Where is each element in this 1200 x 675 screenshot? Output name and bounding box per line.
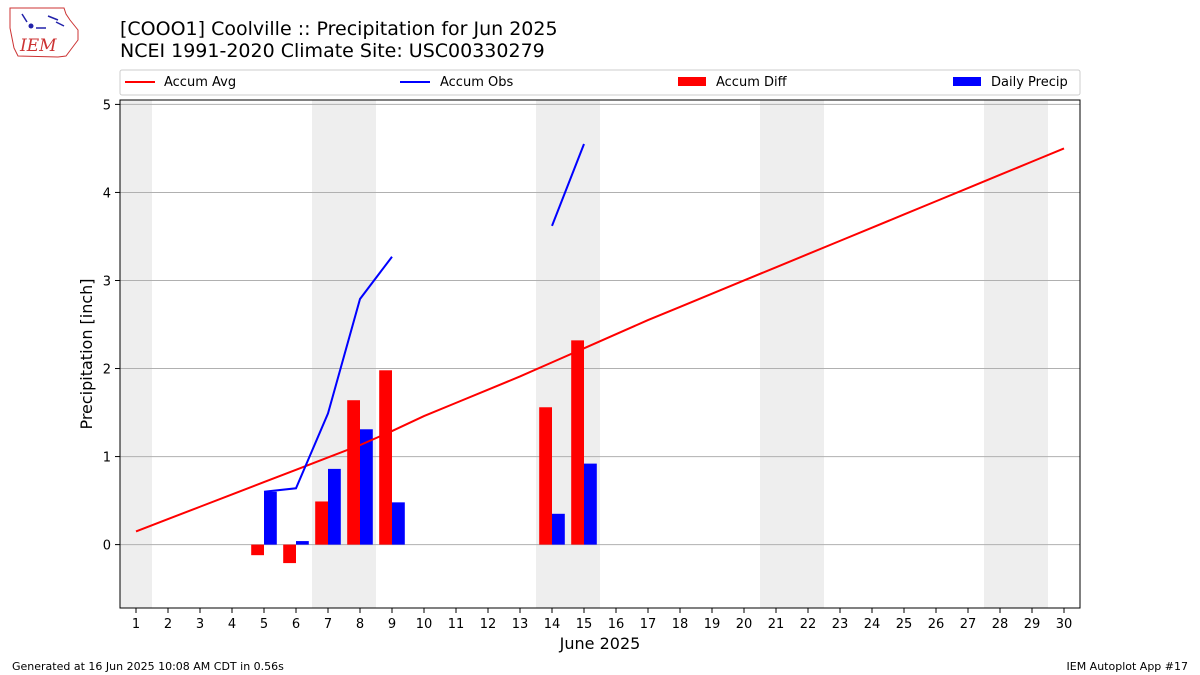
daily-precip-bar-day-5: [264, 491, 277, 545]
gridlines: [120, 103, 1080, 546]
x-tick-label-17: 17: [640, 617, 657, 632]
x-tick-label-5: 5: [260, 617, 268, 632]
accum-diff-bar-day-15: [571, 340, 584, 545]
x-tick-label-7: 7: [324, 617, 332, 632]
x-axis-label: June 2025: [559, 634, 641, 653]
daily-precip-bar-day-7: [328, 468, 341, 545]
y-tick-label-5: 5: [103, 98, 111, 113]
chart-title: [COOO1] Coolville :: Precipitation for J…: [120, 18, 558, 40]
x-tick-label-29: 29: [1024, 617, 1041, 632]
bar-series: [251, 340, 597, 564]
accum-obs-line-segment-1: [263, 256, 393, 493]
accum-diff-bar-day-7: [315, 501, 328, 545]
weekend-band-4: [760, 100, 824, 608]
accum-diff-bar-day-8: [347, 400, 360, 545]
x-tick-label-22: 22: [800, 617, 817, 632]
x-tick-label-12: 12: [480, 617, 497, 632]
x-tick-label-16: 16: [608, 617, 625, 632]
x-tick-label-1: 1: [132, 617, 140, 632]
x-tick-label-19: 19: [704, 617, 721, 632]
x-tick-label-30: 30: [1056, 617, 1073, 632]
x-tick-label-6: 6: [292, 617, 300, 632]
x-tick-label-13: 13: [512, 617, 529, 632]
accum-diff-bar-day-14: [539, 407, 552, 545]
footer-generated-text: Generated at 16 Jun 2025 10:08 AM CDT in…: [12, 660, 284, 673]
daily-precip-bar-day-6: [296, 541, 309, 545]
x-tick-label-3: 3: [196, 617, 204, 632]
legend-label-accum-avg: Accum Avg: [164, 75, 236, 90]
x-tick-label-4: 4: [228, 617, 236, 632]
y-tick-label-3: 3: [103, 274, 111, 289]
x-tick-label-24: 24: [864, 617, 881, 632]
x-tick-label-18: 18: [672, 617, 689, 632]
y-tick-label-4: 4: [103, 186, 111, 201]
weekend-band-5: [984, 100, 1048, 608]
legend-label-daily-precip: Daily Precip: [991, 75, 1068, 90]
daily-precip-bar-day-15: [584, 463, 597, 545]
x-tick-label-14: 14: [544, 617, 561, 632]
footer-app-text: IEM Autoplot App #17: [1067, 660, 1189, 673]
accum-obs-line-segment-2: [551, 143, 585, 227]
x-tick-label-20: 20: [736, 617, 753, 632]
legend-swatch-daily-precip: [953, 77, 981, 86]
x-tick-label-15: 15: [576, 617, 593, 632]
x-tick-label-8: 8: [356, 617, 364, 632]
line-series: [135, 143, 1065, 533]
daily-precip-bar-day-8: [360, 429, 373, 545]
axis-ticks: 1 2 3 4 5 6 7 8 9 10 11 12 13 14 15 16 17 18 19 20 21 22 23 24 2…: [103, 98, 1073, 632]
x-tick-label-28: 28: [992, 617, 1009, 632]
weekend-shading: [120, 100, 1048, 608]
x-tick-label-26: 26: [928, 617, 945, 632]
legend-swatch-accum-diff: [678, 77, 706, 86]
legend-label-accum-diff: Accum Diff: [716, 75, 788, 90]
x-tick-label-27: 27: [960, 617, 977, 632]
chart-subtitle: NCEI 1991-2020 Climate Site: USC00330279: [120, 40, 545, 62]
y-axis-label: Precipitation [inch]: [77, 278, 96, 429]
legend: Accum Avg Accum Obs Accum Diff Daily Pre…: [119, 69, 1081, 96]
daily-precip-bar-day-14: [552, 513, 565, 545]
x-tick-label-9: 9: [388, 617, 396, 632]
accum-diff-bar-day-5: [251, 544, 264, 556]
accum-diff-bar-day-9: [379, 370, 392, 545]
y-tick-label-0: 0: [103, 539, 111, 554]
x-tick-label-25: 25: [896, 617, 913, 632]
weekend-band-1: [120, 100, 152, 608]
daily-precip-bar-day-9: [392, 502, 405, 545]
iem-logo-text: IEM: [19, 36, 57, 56]
iem-logo: IEM: [9, 7, 79, 58]
x-tick-label-11: 11: [448, 617, 465, 632]
legend-label-accum-obs: Accum Obs: [440, 75, 513, 90]
x-tick-label-21: 21: [768, 617, 785, 632]
accum-diff-bar-day-6: [283, 544, 296, 564]
accum-avg-line: [135, 147, 1065, 533]
x-tick-label-10: 10: [416, 617, 433, 632]
y-tick-label-1: 1: [103, 451, 111, 466]
y-tick-label-2: 2: [103, 363, 111, 378]
plot-frame: [119, 99, 1081, 609]
legend-frame: [119, 69, 1081, 96]
x-tick-label-2: 2: [164, 617, 172, 632]
x-tick-label-23: 23: [832, 617, 849, 632]
